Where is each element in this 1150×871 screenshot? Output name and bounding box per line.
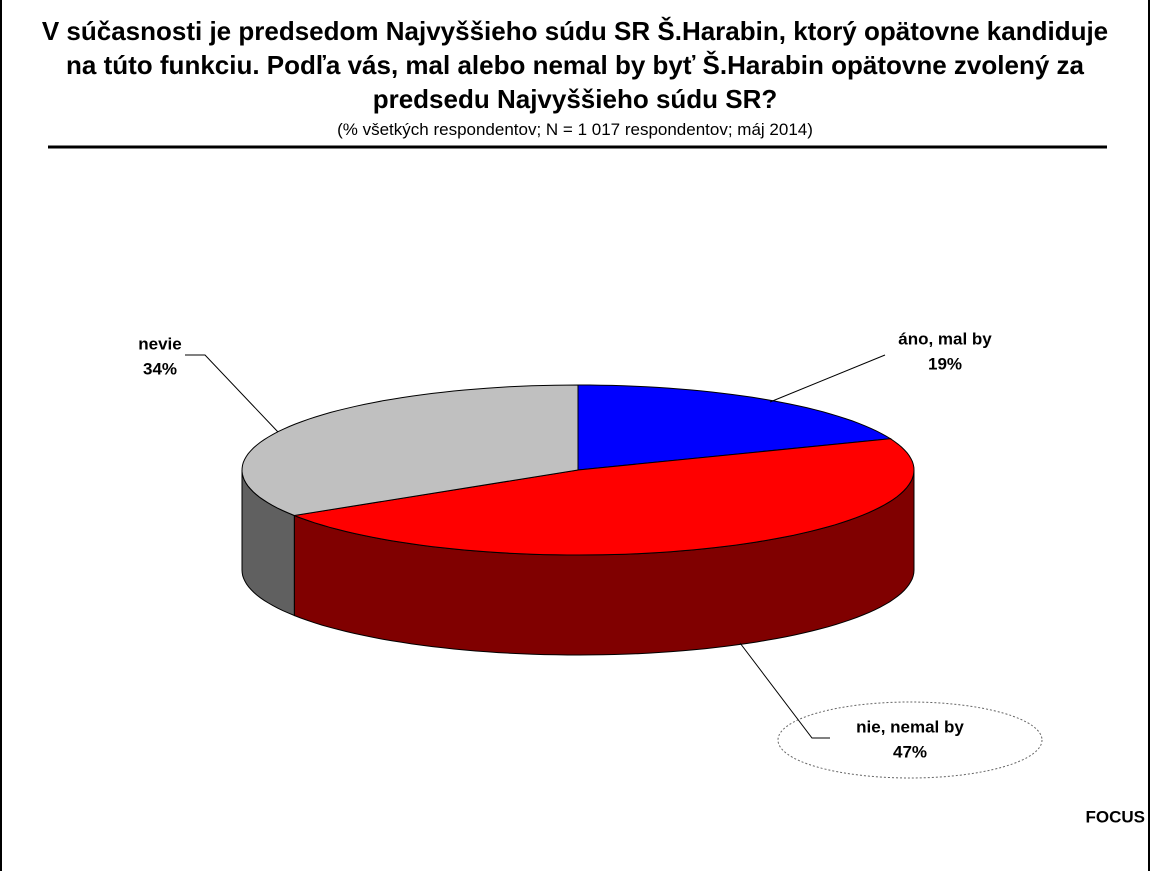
slice: [241, 384, 579, 517]
slice: [577, 384, 892, 471]
value-label: 19%: [928, 354, 962, 373]
value-label: 34%: [143, 359, 177, 378]
slice: [292, 438, 915, 556]
value-label: 47%: [893, 742, 927, 761]
leader-line: [185, 354, 279, 433]
slice-label: nie, nemal by: [856, 717, 964, 736]
source: FOCUS: [1086, 807, 1146, 826]
leader-line: [739, 642, 830, 739]
chart-subtitle: (% všetkých respondentov; N = 1 017 resp…: [337, 120, 813, 139]
label-frame: [777, 701, 1043, 779]
slice-label: nevie: [138, 334, 181, 353]
leader-line: [769, 354, 886, 403]
chart-title: V súčasnosti je predsedom Najvyššieho sú…: [41, 16, 1109, 114]
slice-label: áno, mal by: [898, 329, 992, 348]
